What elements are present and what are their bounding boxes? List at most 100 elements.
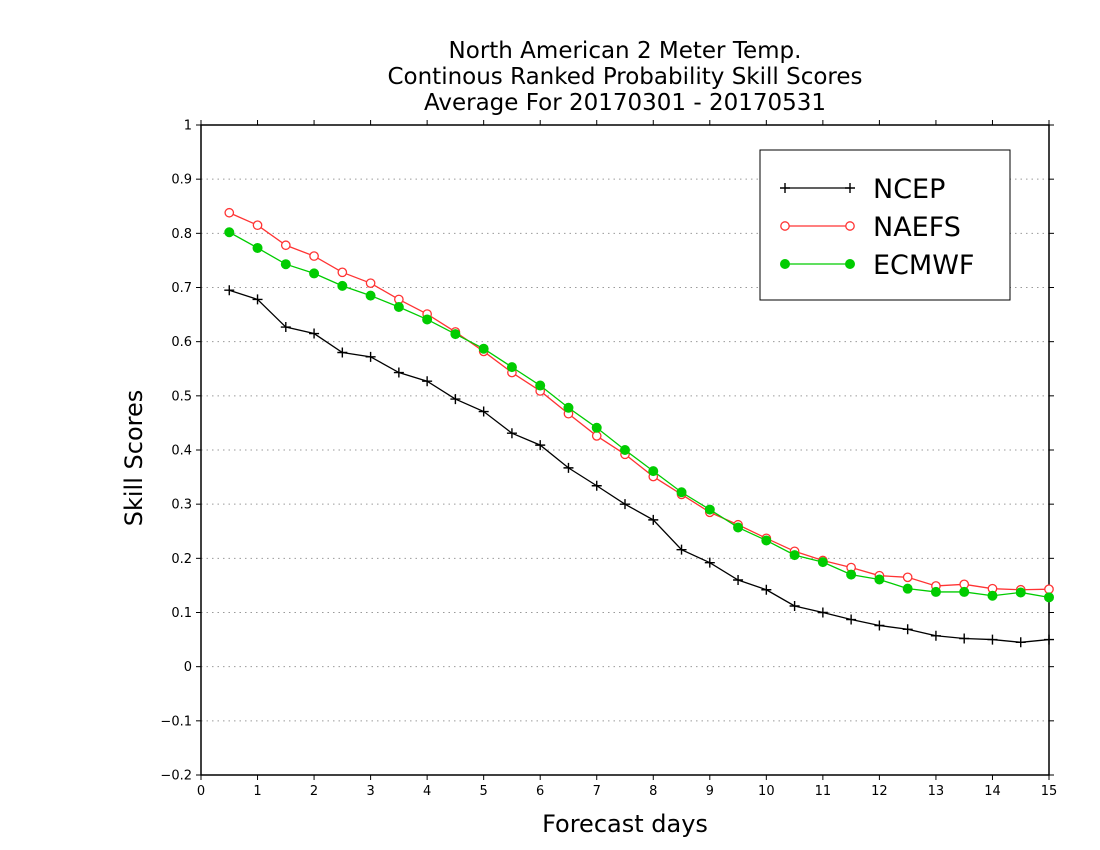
ecmwf-point (987, 590, 998, 601)
y-tick-label: 0.4 (171, 444, 192, 459)
legend-item-ncep: NCEP (780, 174, 945, 205)
ecmwf-point (591, 422, 602, 433)
x-tick-label: 5 (480, 784, 488, 799)
ncep-point (309, 328, 320, 339)
ecmwf-point (337, 280, 348, 291)
naefs-point (252, 220, 263, 231)
naefs-point (337, 267, 348, 278)
ecmwf-point (393, 302, 404, 312)
ecmwf-point (535, 380, 546, 391)
ecmwf-point (846, 569, 857, 580)
ecmwf-point (789, 550, 800, 561)
y-tick-label: 0.1 (171, 606, 192, 621)
x-tick-label: 15 (1041, 784, 1058, 799)
legend-marker-ecmwf (845, 259, 855, 269)
ncep-point (1015, 637, 1026, 648)
ecmwf-point (620, 445, 630, 455)
title-line-3: Average For 20170301 - 20170531 (424, 90, 826, 116)
legend-item-naefs: NAEFS (780, 212, 961, 243)
y-tick-label: −0.2 (160, 769, 192, 784)
ecmwf-point (648, 466, 659, 477)
ncep-point (535, 440, 546, 451)
x-tick-label: 13 (928, 784, 945, 799)
ecmwf-point (930, 586, 941, 597)
ecmwf-point (959, 586, 970, 597)
ncep-point (789, 601, 800, 611)
y-tick-label: 0.6 (171, 335, 192, 350)
ncep-point (365, 351, 376, 362)
x-tick-label: 2 (310, 784, 318, 799)
naefs-point (365, 278, 376, 289)
x-tick-label: 7 (593, 784, 601, 799)
ncep-point (224, 285, 235, 296)
ecmwf-point (1044, 592, 1054, 603)
x-tick-label: 0 (197, 784, 205, 799)
ncep-point (280, 322, 291, 333)
y-tick-label: 0.5 (171, 389, 192, 404)
ncep-point (506, 428, 517, 439)
title-line-2: Continous Ranked Probability Skill Score… (387, 64, 862, 90)
ecmwf-point (252, 242, 263, 253)
x-tick-label: 12 (871, 784, 888, 799)
ncep-point (337, 347, 348, 358)
x-axis-label: Forecast days (542, 810, 708, 838)
ncep-point (422, 376, 433, 387)
ncep-point (563, 462, 574, 473)
x-tick-label: 3 (366, 784, 374, 799)
ncep-point (252, 294, 263, 305)
ncep-point (902, 624, 913, 635)
naefs-point (902, 572, 913, 583)
y-tick-label: 0.3 (171, 498, 192, 513)
ncep-point (846, 614, 857, 625)
chart-title: North American 2 Meter Temp. Continous R… (387, 38, 862, 116)
naefs-point (591, 431, 602, 441)
ecmwf-point (676, 487, 687, 498)
y-tick-label: 0.9 (171, 173, 192, 188)
ncep-point (393, 367, 404, 378)
ecmwf-point (817, 557, 828, 568)
x-tick-label: 4 (423, 784, 431, 799)
ecmwf-point (224, 227, 235, 238)
y-tick-label: 0.7 (171, 281, 192, 296)
ecmwf-point (733, 522, 744, 533)
legend-marker-naefs (845, 221, 855, 231)
legend-marker-ecmwf (780, 259, 790, 269)
ncep-line (229, 289, 1050, 643)
legend-marker-ncep (845, 183, 855, 193)
y-tick-label: −0.1 (160, 714, 192, 729)
axis-ticks: −0.2−0.100.10.20.30.40.50.60.70.80.910 1 2… (160, 119, 1057, 800)
ecmwf-point (478, 343, 489, 354)
x-tick-label: 14 (984, 784, 1001, 799)
naefs-line (229, 212, 1050, 591)
legend-item-ecmwf: ECMWF (780, 250, 974, 281)
x-tick-label: 8 (649, 784, 657, 799)
naefs-point (224, 207, 235, 218)
ncep-point (874, 620, 885, 631)
ncep-point (648, 514, 659, 525)
ecmwf-point (280, 259, 291, 270)
title-line-1: North American 2 Meter Temp. (449, 38, 802, 64)
ecmwf-point (902, 583, 913, 594)
y-tick-label: 0 (184, 660, 192, 675)
ecmwf-point (450, 329, 461, 340)
ecmwf-point (506, 362, 517, 373)
ncep-point (591, 480, 602, 491)
legend-marker-ncep (780, 183, 790, 193)
ncep-point (1044, 634, 1054, 645)
ecmwf-point (704, 504, 715, 515)
x-tick-label: 6 (536, 784, 544, 799)
series-ecmwf (224, 227, 1054, 603)
legend-marker-naefs (780, 221, 790, 231)
ncep-point (733, 575, 744, 585)
series-ncep (224, 285, 1054, 648)
ncep-point (930, 630, 941, 641)
ncep-point (959, 633, 970, 644)
ecmwf-point (761, 535, 772, 546)
naefs-point (309, 251, 319, 261)
legend-label-ecmwf: ECMWF (873, 250, 974, 281)
y-axis-label: Skill Scores (120, 390, 148, 527)
ecmwf-point (1015, 587, 1026, 598)
ecmwf-point (309, 268, 320, 279)
data-series (224, 207, 1054, 648)
